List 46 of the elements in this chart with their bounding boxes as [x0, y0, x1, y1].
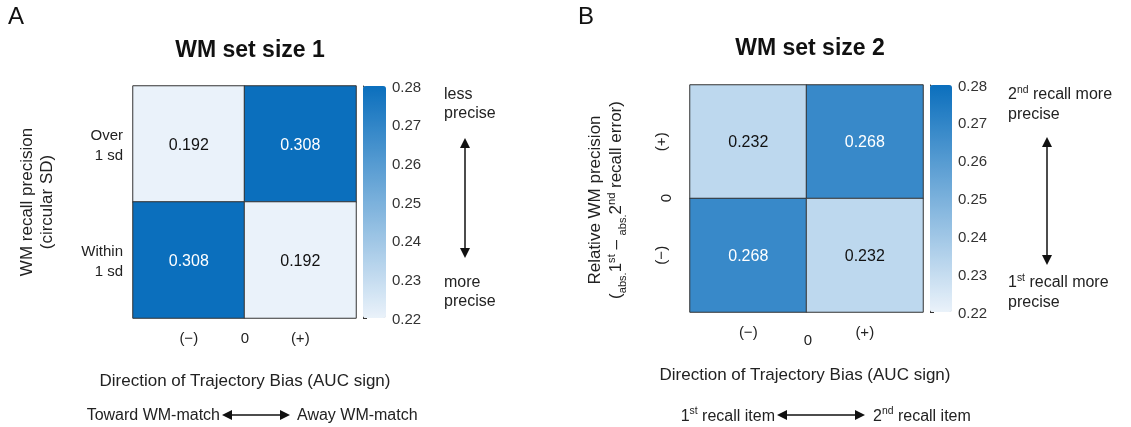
data-label: 0.232: [728, 133, 769, 151]
x-tick-label: (−): [179, 329, 199, 346]
data-label: 0.268: [728, 246, 769, 264]
color-bar-label: 0.27: [958, 114, 988, 132]
x-tick-label: (−): [738, 323, 758, 340]
text: 0: [657, 193, 675, 203]
data-label: 0.308: [168, 251, 209, 269]
chart-title: WM set size 2: [735, 33, 885, 60]
color-bar-label: 0.26: [958, 152, 988, 170]
text: 0: [240, 329, 250, 347]
text: B: [578, 2, 595, 31]
color-bar-label: 0.22: [958, 303, 988, 321]
text: 1$^{st}$ recall more precise: [1008, 272, 1110, 311]
chart-title: WM set size 1: [175, 35, 325, 62]
y-tick-label: Over 1 sd: [90, 125, 123, 163]
color-bar-label: 0.28: [392, 77, 422, 95]
text: less precise: [444, 84, 497, 123]
color-bar-label: 0.28: [958, 76, 988, 94]
text: Toward WM-match: [86, 405, 220, 425]
x-tick-label: (+): [855, 323, 875, 340]
x-axis-title: Direction of Trajectory Bias (AUC sign): [99, 370, 391, 392]
y-tick-label: Within 1 sd: [81, 241, 123, 279]
text: more precise: [444, 272, 497, 311]
data-label: 0.308: [280, 135, 321, 153]
text: Away WM-match: [297, 405, 418, 425]
color-bar-label: 0.23: [392, 270, 422, 288]
color-bar-label: 0.27: [392, 116, 422, 134]
text: 2$^{nd}$ recall more precise: [1008, 84, 1114, 123]
data-label: 0.192: [280, 251, 321, 269]
text: 2$^{nd}$ recall item: [873, 405, 971, 425]
y-axis-title: WM recall precision (circular SD): [16, 127, 57, 277]
text: A: [8, 2, 25, 31]
data-label: 0.192: [168, 135, 209, 153]
color-bar-label: 0.22: [392, 309, 422, 327]
data-label: 0.232: [844, 246, 885, 264]
color-bar-label: 0.25: [958, 190, 988, 207]
color-bar-label: 0.25: [392, 193, 422, 211]
color-bar-label: 0.24: [958, 227, 988, 245]
x-tick-label: (+): [290, 329, 310, 346]
color-bar-label: 0.24: [392, 232, 422, 250]
color-bar-label: 0.23: [958, 265, 988, 283]
text: 1$^{st}$ recall item: [680, 405, 775, 425]
data-label: 0.268: [844, 133, 885, 151]
x-axis-title: Direction of Trajectory Bias (AUC sign): [659, 364, 951, 386]
text: 0: [803, 331, 813, 349]
color-bar-label: 0.26: [392, 154, 422, 172]
